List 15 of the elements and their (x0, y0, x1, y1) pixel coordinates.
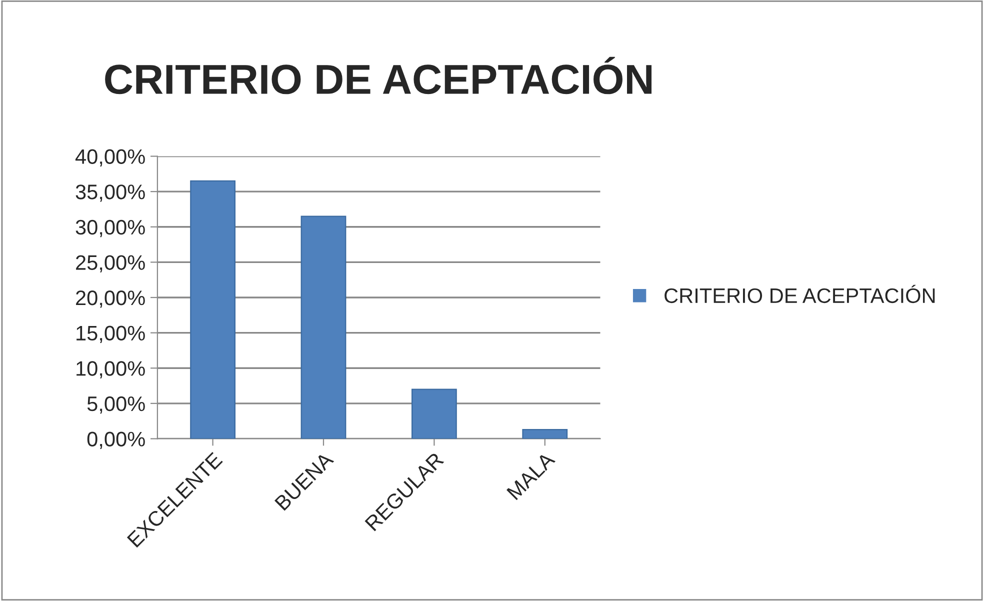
bar (300, 216, 346, 439)
y-tick-label: 25,00% (76, 255, 145, 272)
legend-label: CRITERIO DE ACEPTACIÓN (664, 284, 935, 304)
bar (522, 428, 568, 439)
y-tick-label: 5,00% (87, 396, 145, 414)
bar (411, 388, 457, 439)
chart-title: CRITERIO DE ACEPTACIÓN (105, 56, 652, 94)
y-tick-label: 30,00% (76, 220, 145, 238)
y-tick-label: 35,00% (76, 184, 145, 202)
y-tick-label: 40,00% (75, 149, 145, 166)
y-tick-label: 20,00% (76, 290, 145, 308)
y-tick-label: 0,00% (87, 432, 145, 449)
y-tick-label: 10,00% (76, 361, 145, 378)
bar (190, 180, 236, 439)
y-tick-label: 15,00% (76, 326, 145, 344)
